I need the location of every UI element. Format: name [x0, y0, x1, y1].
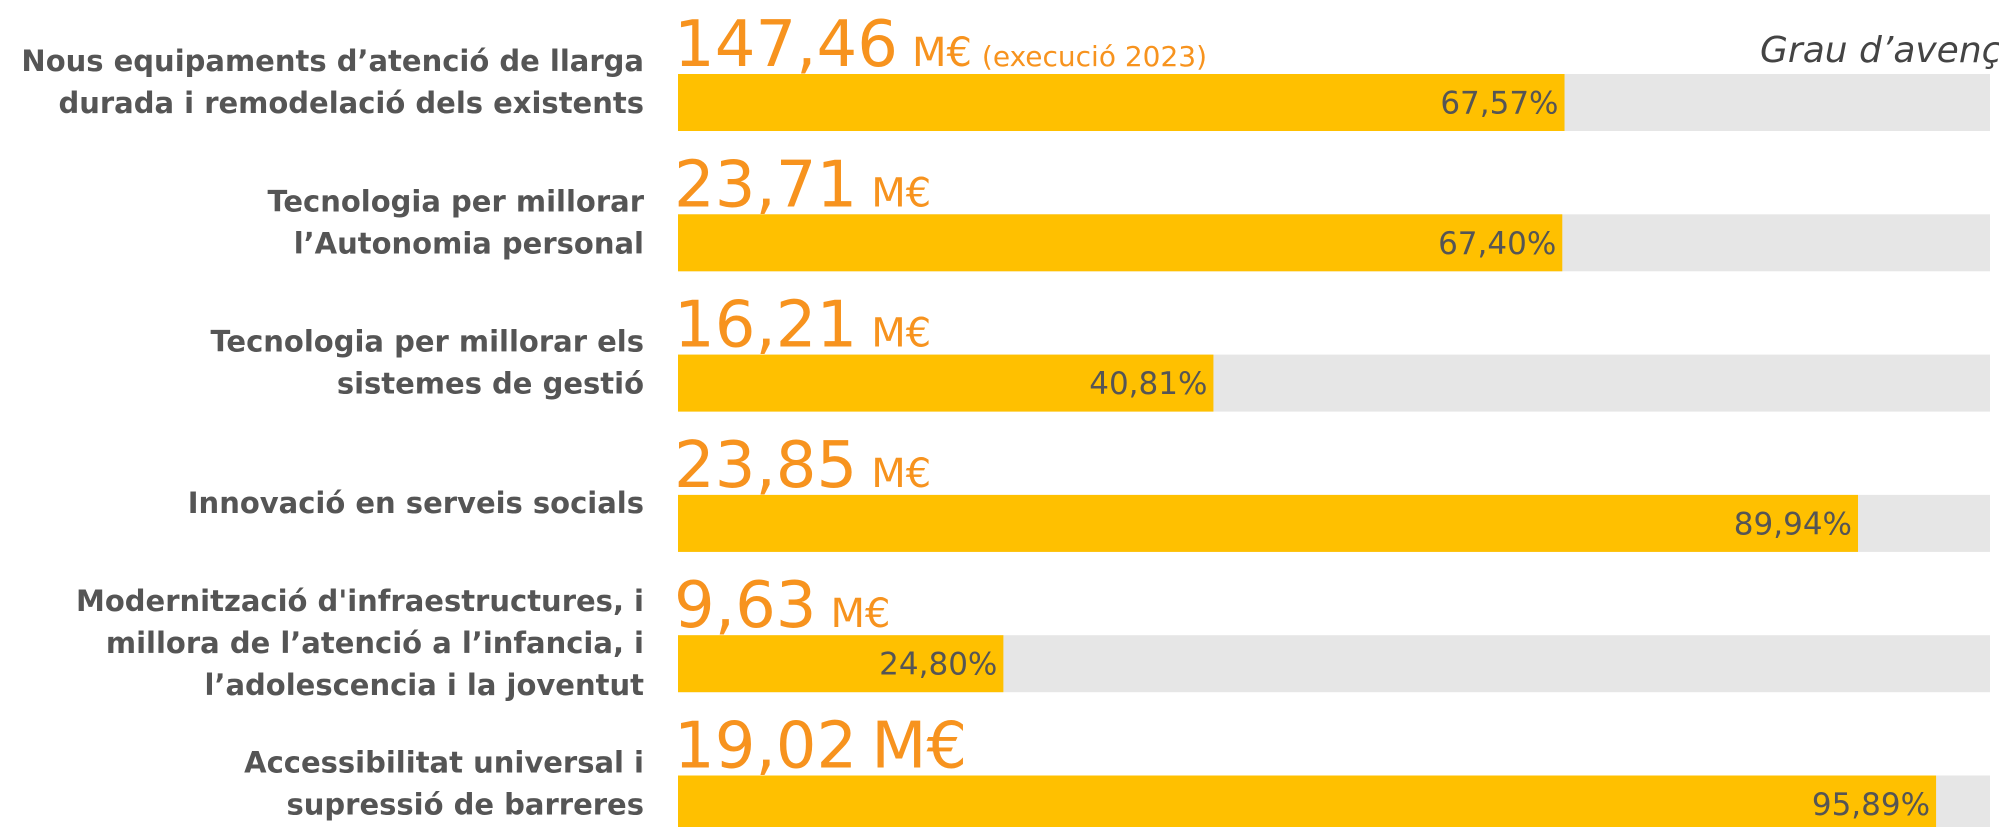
category-label: Nous equipaments d’atenció de llarga: [21, 44, 644, 78]
amount-value: 16,21: [674, 289, 857, 363]
amount-unit: M€: [871, 311, 931, 357]
category-label: Innovació en serveis socials: [188, 486, 644, 520]
amount-value: 23,85: [674, 429, 857, 503]
bar: [678, 635, 1004, 693]
value-label: 67,57%: [1440, 86, 1558, 122]
amount-unit: M€: [871, 170, 931, 216]
amount-unit: M€: [831, 591, 891, 637]
amount-value: 23,71: [674, 148, 857, 222]
category-label: sistemes de gestió: [337, 367, 644, 401]
bar: [678, 775, 1937, 827]
value-label: 24,80%: [879, 647, 997, 683]
value-label: 40,81%: [1089, 366, 1207, 402]
amount-unit: M€: [871, 710, 967, 784]
amount-unit: M€: [871, 451, 931, 497]
category-label: Modernització d'infraestructures, i: [76, 584, 644, 618]
amount-label: 9,63 M€: [674, 569, 890, 643]
bar: [678, 214, 1563, 272]
bar: [678, 74, 1565, 131]
bar: [678, 354, 1214, 412]
category-label: l’Autonomia personal: [294, 226, 644, 260]
category-label: Tecnologia per millorar els: [210, 325, 644, 359]
amount-label: 16,21 M€: [674, 289, 931, 363]
annotation: (execució 2023): [982, 40, 1207, 73]
amount-value: 9,63: [674, 569, 817, 643]
category-label: l’adolescencia i la joventut: [205, 668, 645, 702]
column-header: Grau d’avenç: [1760, 30, 1999, 71]
amount-label: 147,46 M€ (execució 2023): [674, 8, 1207, 82]
value-label: 95,89%: [1812, 787, 1930, 823]
amount-label: 23,85 M€: [674, 429, 931, 503]
category-label: durada i remodelació dels existents: [58, 86, 644, 120]
category-label: Tecnologia per millorar: [267, 184, 644, 218]
category-label: supressió de barreres: [287, 788, 644, 822]
category-label: Accessibilitat universal i: [244, 746, 644, 780]
bar: [678, 494, 1859, 552]
amount-value: 147,46: [674, 8, 898, 82]
amount-label: 19,02 M€: [674, 710, 967, 784]
amount-label: 23,71 M€: [674, 148, 931, 222]
value-label: 89,94%: [1734, 506, 1852, 542]
amount-unit: M€: [912, 30, 972, 76]
category-label: millora de l’atenció a l’infancia, i: [106, 626, 644, 660]
value-label: 67,40%: [1438, 226, 1556, 262]
amount-value: 19,02: [674, 710, 857, 784]
